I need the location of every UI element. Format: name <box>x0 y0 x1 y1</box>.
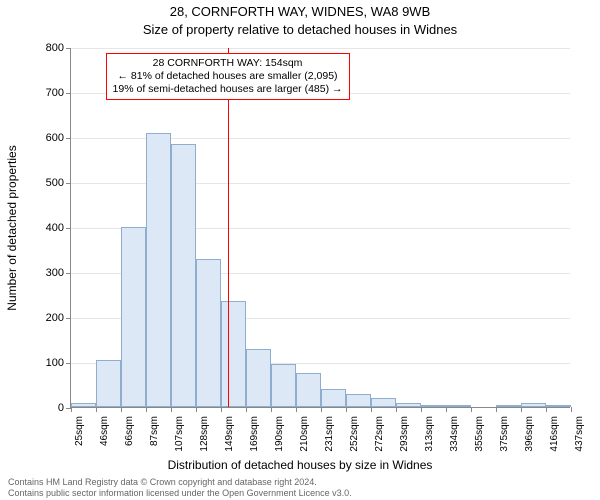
annotation-line: 28 CORNFORTH WAY: 154sqm <box>113 57 343 70</box>
ytick-label: 0 <box>4 402 64 414</box>
xtick-mark <box>396 407 397 412</box>
ytick-label: 700 <box>4 87 64 99</box>
histogram-bar <box>346 394 371 408</box>
xtick-label: 231sqm <box>324 416 335 452</box>
x-axis-label: Distribution of detached houses by size … <box>0 458 600 472</box>
footer-attribution: Contains HM Land Registry data © Crown c… <box>8 477 592 498</box>
ytick-mark <box>66 93 71 94</box>
ytick-label: 300 <box>4 267 64 279</box>
xtick-mark <box>246 407 247 412</box>
xtick-mark <box>271 407 272 412</box>
xtick-label: 375sqm <box>499 416 510 452</box>
xtick-label: 293sqm <box>399 416 410 452</box>
xtick-label: 149sqm <box>224 416 235 452</box>
gridline-h <box>71 48 570 49</box>
xtick-mark <box>546 407 547 412</box>
xtick-mark <box>196 407 197 412</box>
annotation-line: ← 81% of detached houses are smaller (2,… <box>113 70 343 83</box>
ytick-label: 800 <box>4 42 64 54</box>
footer-line-1: Contains HM Land Registry data © Crown c… <box>8 477 592 487</box>
xtick-label: 128sqm <box>199 416 210 452</box>
histogram-bar <box>121 227 146 407</box>
xtick-mark <box>146 407 147 412</box>
xtick-mark <box>446 407 447 412</box>
histogram-bar <box>396 403 421 408</box>
ytick-label: 400 <box>4 222 64 234</box>
chart-subtitle: Size of property relative to detached ho… <box>0 22 600 37</box>
xtick-label: 313sqm <box>424 416 435 452</box>
xtick-label: 66sqm <box>124 416 135 446</box>
xtick-mark <box>321 407 322 412</box>
ytick-mark <box>66 48 71 49</box>
footer-line-2: Contains public sector information licen… <box>8 488 592 498</box>
ytick-label: 600 <box>4 132 64 144</box>
annotation-box: 28 CORNFORTH WAY: 154sqm← 81% of detache… <box>106 53 350 100</box>
histogram-bar <box>546 405 571 407</box>
xtick-label: 252sqm <box>349 416 360 452</box>
ytick-mark <box>66 318 71 319</box>
plot-area: 28 CORNFORTH WAY: 154sqm← 81% of detache… <box>70 48 570 408</box>
histogram-bar <box>321 389 346 407</box>
xtick-label: 272sqm <box>374 416 385 452</box>
xtick-label: 416sqm <box>549 416 560 452</box>
chart-container: 28, CORNFORTH WAY, WIDNES, WA8 9WB Size … <box>0 0 600 500</box>
ytick-mark <box>66 363 71 364</box>
xtick-mark <box>496 407 497 412</box>
xtick-mark <box>346 407 347 412</box>
histogram-bar <box>146 133 171 408</box>
histogram-bar <box>221 301 246 407</box>
chart-title-address: 28, CORNFORTH WAY, WIDNES, WA8 9WB <box>0 4 600 19</box>
histogram-bar <box>496 405 521 407</box>
xtick-label: 169sqm <box>249 416 260 452</box>
xtick-mark <box>571 407 572 412</box>
ytick-label: 200 <box>4 312 64 324</box>
histogram-bar <box>521 403 546 408</box>
xtick-mark <box>71 407 72 412</box>
xtick-label: 190sqm <box>274 416 285 452</box>
xtick-mark <box>521 407 522 412</box>
histogram-bar <box>271 364 296 407</box>
xtick-label: 87sqm <box>149 416 160 446</box>
xtick-label: 396sqm <box>524 416 535 452</box>
histogram-bar <box>246 349 271 408</box>
xtick-mark <box>421 407 422 412</box>
histogram-bar <box>71 403 96 408</box>
ytick-label: 100 <box>4 357 64 369</box>
xtick-mark <box>121 407 122 412</box>
ytick-mark <box>66 228 71 229</box>
xtick-label: 25sqm <box>74 416 85 446</box>
ytick-mark <box>66 273 71 274</box>
xtick-mark <box>471 407 472 412</box>
histogram-bar <box>421 405 446 407</box>
histogram-bar <box>446 405 471 407</box>
xtick-mark <box>371 407 372 412</box>
xtick-mark <box>221 407 222 412</box>
xtick-label: 355sqm <box>474 416 485 452</box>
xtick-label: 107sqm <box>174 416 185 452</box>
xtick-label: 437sqm <box>574 416 585 452</box>
histogram-bar <box>296 373 321 407</box>
histogram-bar <box>371 398 396 407</box>
histogram-bar <box>171 144 196 407</box>
histogram-bar <box>96 360 121 407</box>
ytick-mark <box>66 138 71 139</box>
xtick-mark <box>96 407 97 412</box>
ytick-mark <box>66 183 71 184</box>
xtick-label: 46sqm <box>99 416 110 446</box>
xtick-mark <box>296 407 297 412</box>
histogram-bar <box>196 259 221 408</box>
marker-line <box>228 48 229 407</box>
annotation-line: 19% of semi-detached houses are larger (… <box>113 83 343 96</box>
xtick-label: 334sqm <box>449 416 460 452</box>
ytick-label: 500 <box>4 177 64 189</box>
xtick-label-wrap: 437sqm <box>574 416 600 427</box>
xtick-mark <box>171 407 172 412</box>
xtick-label: 210sqm <box>299 416 310 452</box>
